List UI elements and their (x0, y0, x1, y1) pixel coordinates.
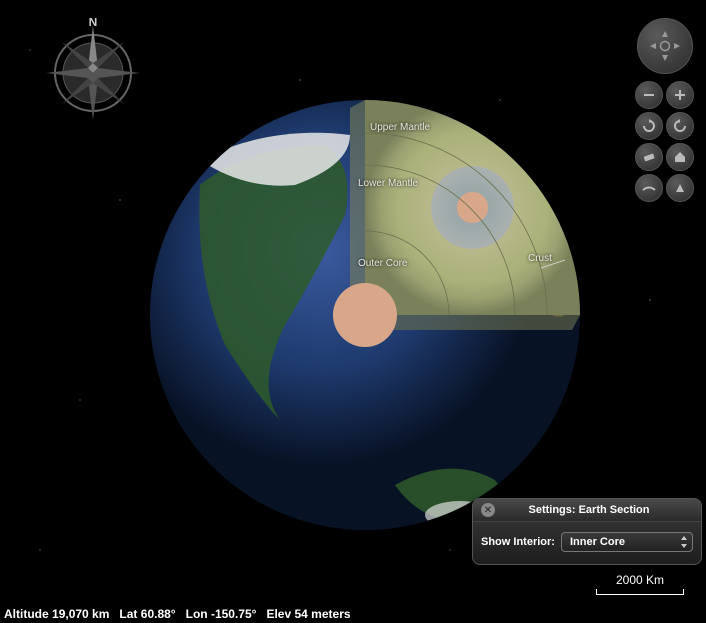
altitude-value: 19,070 km (52, 607, 109, 621)
lon-label: Lon (186, 607, 208, 621)
scale-bar-line (596, 589, 684, 595)
settings-header[interactable]: ✕ Settings: Earth Section (473, 499, 701, 522)
zoom-out-icon (641, 87, 657, 103)
label-outer-core: Outer Core (358, 258, 407, 269)
rotate-cw-icon (641, 118, 657, 134)
rotate-cw-button[interactable] (635, 112, 663, 140)
label-upper-mantle: Upper Mantle (370, 122, 430, 133)
scale-bar: 2000 Km (596, 573, 684, 595)
zoom-out-button[interactable] (635, 81, 663, 109)
altitude-label: Altitude (4, 607, 49, 621)
lat-label: Lat (119, 607, 137, 621)
rotate-ccw-button[interactable] (666, 112, 694, 140)
settings-title: Settings: Earth Section (503, 504, 693, 516)
earth-globe[interactable]: Upper Mantle Lower Mantle Outer Core Cru… (140, 90, 590, 540)
zoom-in-button[interactable] (666, 81, 694, 109)
elev-label: Elev (266, 607, 291, 621)
horizon-icon (641, 180, 657, 196)
label-lower-mantle: Lower Mantle (358, 178, 418, 189)
close-icon: ✕ (484, 505, 492, 516)
horizon-button[interactable] (635, 174, 663, 202)
navigation-controls (635, 18, 694, 202)
svg-text:N: N (89, 18, 98, 29)
lon-value: -150.75° (211, 607, 257, 621)
show-interior-dropdown[interactable]: Inner Core (561, 532, 693, 552)
lat-value: 60.88° (141, 607, 176, 621)
home-button[interactable] (666, 143, 694, 171)
compass-rose[interactable]: N (38, 18, 148, 128)
eraser-button[interactable] (635, 143, 663, 171)
pan-control[interactable] (637, 18, 693, 74)
tilt-icon (672, 180, 688, 196)
scale-label: 2000 Km (616, 573, 664, 587)
elev-value: 54 meters (295, 607, 351, 621)
close-button[interactable]: ✕ (481, 503, 495, 517)
rotate-ccw-icon (672, 118, 688, 134)
pan-icon (647, 28, 683, 64)
zoom-in-icon (672, 87, 688, 103)
show-interior-label: Show Interior: (481, 536, 555, 548)
dropdown-selected: Inner Core (570, 536, 625, 548)
status-bar: Altitude 19,070 km Lat 60.88° Lon -150.7… (4, 607, 351, 621)
settings-panel: ✕ Settings: Earth Section Show Interior:… (472, 498, 702, 565)
home-icon (672, 149, 688, 165)
label-crust: Crust (528, 253, 552, 264)
tilt-button[interactable] (666, 174, 694, 202)
eraser-icon (641, 149, 657, 165)
